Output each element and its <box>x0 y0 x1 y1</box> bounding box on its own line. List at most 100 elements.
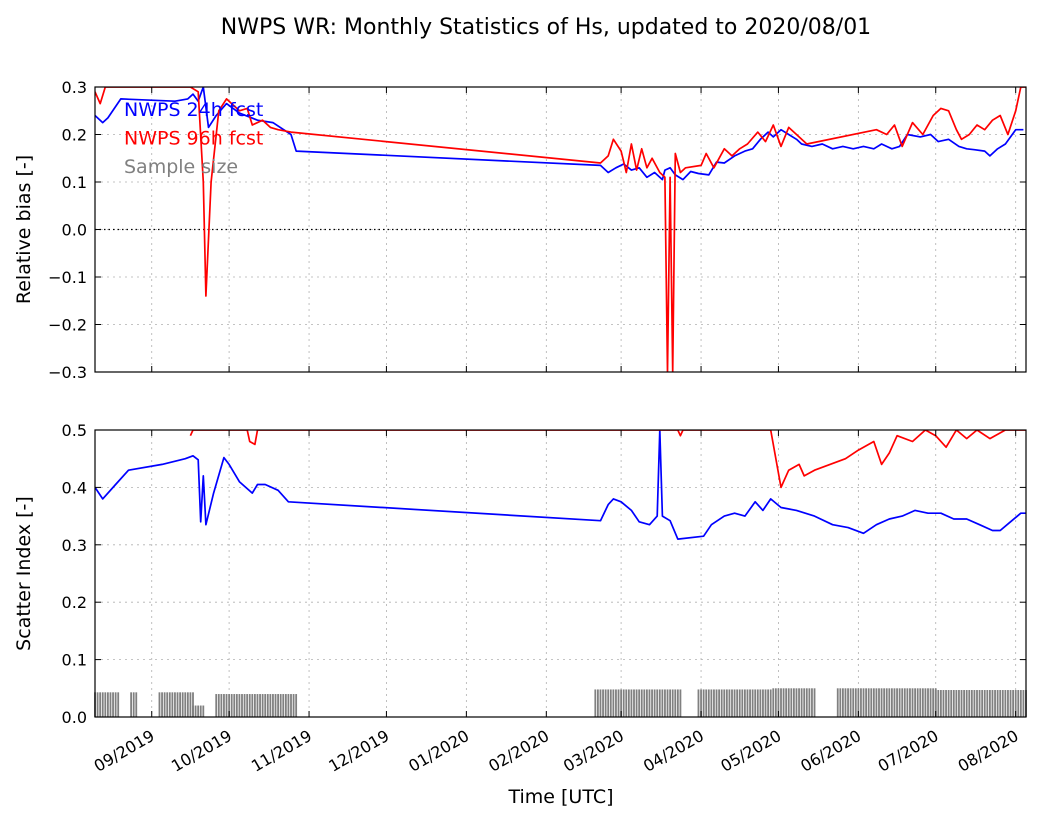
sample-size-bar <box>607 689 610 717</box>
y-tick-label: 0.2 <box>62 593 87 612</box>
sample-size-bar <box>1004 690 1007 717</box>
sample-size-bar <box>890 688 893 717</box>
sample-size-bar <box>171 692 174 717</box>
sample-size-bar <box>725 689 728 717</box>
sample-size-bar <box>870 688 873 717</box>
bias-x-ticks <box>151 87 1017 372</box>
sample-size-bar <box>130 692 133 717</box>
sample-size-bar <box>893 688 896 717</box>
y-tick-label: −0.3 <box>48 363 87 382</box>
sample-size-bar <box>106 692 109 717</box>
sample-size-bar <box>117 692 120 717</box>
sample-size-bar <box>916 688 919 717</box>
sample-size-bar <box>939 690 942 717</box>
sample-size-bar <box>847 688 849 717</box>
sample-size-bar <box>1019 690 1022 717</box>
sample-size-bar <box>965 690 968 717</box>
sample-size-bar <box>1009 690 1012 717</box>
sample-size-bar <box>767 689 770 717</box>
sample-size-bar <box>937 690 940 717</box>
sample-size-bar <box>736 689 739 717</box>
sample-size-bar <box>1007 690 1009 717</box>
sample-size-bar <box>728 689 731 717</box>
sample-size-bar <box>168 692 171 717</box>
sample-size-bar <box>161 692 163 717</box>
sample-size-bar <box>769 689 772 717</box>
sample-size-bar <box>942 690 945 717</box>
sample-size-bar <box>903 688 906 717</box>
y-tick-label: 0.2 <box>62 126 87 145</box>
sample-size-bar <box>645 689 648 717</box>
sample-size-bar <box>751 689 754 717</box>
sample-size-bar <box>290 694 292 717</box>
sample-size-bar <box>958 690 960 717</box>
sample-size-bar <box>924 688 927 717</box>
sample-size-bar <box>101 692 104 717</box>
sample-size-bar <box>963 690 966 717</box>
si-series-line-96h <box>189 430 1026 489</box>
sample-size-bar <box>710 689 713 717</box>
sample-size-bar <box>604 689 607 717</box>
sample-size-bar <box>811 688 813 717</box>
sample-size-bar <box>669 689 672 717</box>
sample-size-bar <box>643 689 646 717</box>
sample-size-bar <box>780 688 782 717</box>
y-tick-label: 0.3 <box>62 536 87 555</box>
sample-size-bar <box>764 689 767 717</box>
sample-size-bar <box>197 705 200 717</box>
sample-size-bar <box>700 689 702 717</box>
sample-size-bar <box>238 694 241 717</box>
sample-size-bar <box>202 705 205 717</box>
sample-size-bar <box>625 689 628 717</box>
sample-size-bar <box>731 689 733 717</box>
sample-size-bar <box>914 688 917 717</box>
y-tick-label: 0.0 <box>62 708 87 727</box>
y-tick-label: 0.4 <box>62 478 87 497</box>
bias-panel: −0.3 −0.2 −0.1 0.0 0.1 0.2 0.3 Relative bias [-… <box>13 78 1027 382</box>
sample-size-bar <box>1014 690 1017 717</box>
sample-size-bar <box>919 688 922 717</box>
si-x-ticks <box>151 430 1017 717</box>
sample-size-bar <box>179 692 182 717</box>
sample-size-bar <box>192 692 194 717</box>
sample-size-bar <box>233 694 236 717</box>
sample-size-bar <box>715 689 718 717</box>
sample-size-bar <box>186 692 189 717</box>
sample-size-bar <box>215 694 218 717</box>
sample-size-bar <box>986 690 989 717</box>
sample-size-bar <box>952 690 955 717</box>
y-tick-label: 0.0 <box>62 221 87 240</box>
sample-size-bar <box>743 689 746 717</box>
legend-entry: Sample size <box>124 156 238 178</box>
sample-size-bar <box>896 688 898 717</box>
sample-size-bar <box>664 689 666 717</box>
sample-size-bar <box>256 694 259 717</box>
bias-series-line-96h <box>95 87 1026 372</box>
sample-size-bar <box>184 692 187 717</box>
chart-title: NWPS WR: Monthly Statistics of Hs, updat… <box>221 15 871 40</box>
sample-size-bar <box>192 705 194 717</box>
sample-size-bar <box>906 688 909 717</box>
sample-size-bar <box>235 694 238 717</box>
sample-size-bar <box>996 690 999 717</box>
sample-size-bar <box>707 689 710 717</box>
sample-size-bar <box>277 694 280 717</box>
sample-size-bar <box>738 689 741 717</box>
sample-size-bar <box>705 689 708 717</box>
y-tick-label: 0.5 <box>62 421 87 440</box>
sample-size-bar <box>702 689 705 717</box>
sample-size-bar <box>132 692 135 717</box>
sample-size-bar <box>114 692 117 717</box>
sample-size-bar <box>266 694 269 717</box>
sample-size-bar <box>792 688 795 717</box>
sample-size-bar <box>627 689 630 717</box>
sample-size-bar <box>976 690 978 717</box>
sample-size-bar <box>599 689 602 717</box>
sample-size-bar <box>1022 690 1025 717</box>
sample-size-bar <box>857 688 860 717</box>
legend-entry: NWPS 96h fcst <box>124 128 263 150</box>
sample-size-bar <box>287 694 290 717</box>
sample-size-bar <box>640 689 643 717</box>
sample-size-bar <box>651 689 653 717</box>
